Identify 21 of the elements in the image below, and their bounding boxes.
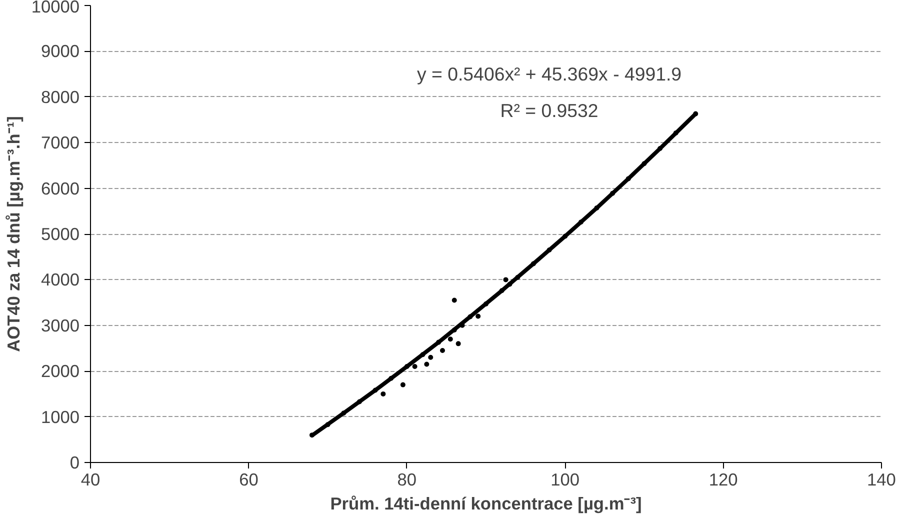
y-tick-label: 5000 — [40, 224, 80, 244]
y-tick-label: 0 — [70, 452, 80, 472]
y-tick-label: 8000 — [40, 86, 80, 107]
y-tick-label: 7000 — [40, 132, 80, 153]
x-tick-label: 140 — [867, 470, 896, 490]
x-tick-label: 100 — [550, 470, 580, 490]
y-tick-label: 3000 — [40, 315, 80, 336]
y-tick-label: 9000 — [40, 41, 80, 62]
x-tick-label: 120 — [708, 470, 738, 490]
annotation: R² = 0.9532 — [500, 100, 598, 122]
y-tick-label: 6000 — [40, 178, 80, 198]
x-tick-label: 80 — [397, 470, 417, 490]
x-tick-label: 60 — [239, 470, 258, 490]
annotation: y = 0.5406x² + 45.369x - 4991.9 — [417, 64, 682, 85]
y-tick-label: 1000 — [40, 406, 80, 427]
x-axis-title: Prům. 14ti-denní koncentrace [µg.m⁻³] — [330, 494, 642, 514]
y-tick-label: 4000 — [40, 270, 80, 290]
y-tick-label: 10000 — [31, 0, 80, 16]
y-axis-title: AOT40 za 14 dnů [µg.m⁻³.h⁻¹] — [3, 116, 24, 352]
x-tick-label: 40 — [80, 470, 100, 490]
y-tick-label: 2000 — [40, 361, 80, 382]
